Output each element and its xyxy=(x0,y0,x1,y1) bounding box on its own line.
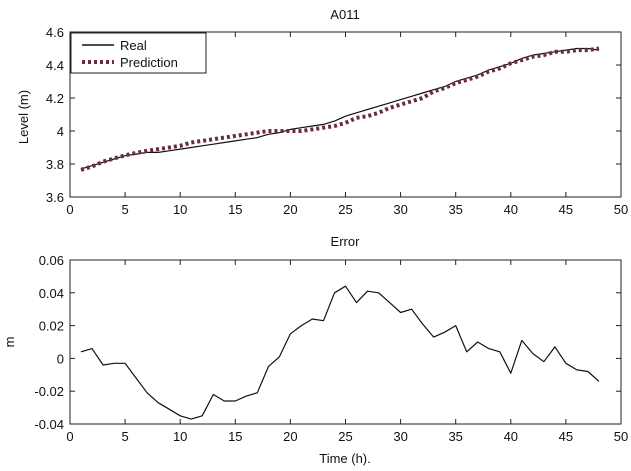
error-y-tick-label: 0.02 xyxy=(39,319,64,334)
level-x-tick-label: 20 xyxy=(283,202,297,217)
error-x-tick-label: 30 xyxy=(393,429,407,444)
level-x-tick-label: 10 xyxy=(173,202,187,217)
level-y-tick-label: 4.4 xyxy=(46,58,64,73)
error-series-line xyxy=(80,285,600,420)
legend-box xyxy=(70,32,207,74)
error-chart-y-axis-label: m xyxy=(2,337,17,348)
level-chart: A011 Level (m) 0 5 10 15 20 25 30 35 40 45 50 3.6 3.… xyxy=(16,7,628,217)
level-x-tick-label: 25 xyxy=(338,202,352,217)
level-chart-legend: Real Prediction xyxy=(70,32,207,74)
level-series-real xyxy=(80,47,600,170)
error-x-tick-label: 35 xyxy=(448,429,462,444)
level-x-tick-label: 40 xyxy=(504,202,518,217)
level-x-tick-label: 45 xyxy=(559,202,573,217)
level-x-tick-label: 50 xyxy=(614,202,628,217)
error-y-tick-label: 0.06 xyxy=(39,253,64,268)
level-y-tick-label: 4.6 xyxy=(46,25,64,40)
legend-label-real: Real xyxy=(120,38,147,53)
level-series-prediction xyxy=(80,46,600,172)
error-y-tick-label: -0.04 xyxy=(34,417,64,432)
error-chart-title: Error xyxy=(331,234,361,249)
level-y-tick-label: 4 xyxy=(57,124,64,139)
level-x-tick-label: 35 xyxy=(448,202,462,217)
error-chart: Error m Time (h). 0 5 10 15 20 25 30 35 40 45 50 -0… xyxy=(2,234,628,466)
level-chart-title: A011 xyxy=(330,7,359,22)
level-y-tick-label: 3.8 xyxy=(46,157,64,172)
error-chart-x-axis-label: Time (h). xyxy=(319,451,371,466)
level-x-tick-label: 30 xyxy=(393,202,407,217)
error-chart-plot-area: 0 5 10 15 20 25 30 35 40 45 50 -0.04 -0.02 0 0.02 0.04 0… xyxy=(34,253,628,444)
error-y-tick-label: 0 xyxy=(57,351,64,366)
level-x-tick-label: 5 xyxy=(121,202,128,217)
error-x-tick-label: 5 xyxy=(121,429,128,444)
error-y-tick-label: 0.04 xyxy=(39,286,64,301)
level-chart-y-axis-label: Level (m) xyxy=(16,90,31,144)
error-x-tick-label: 15 xyxy=(228,429,242,444)
error-x-tick-label: 0 xyxy=(66,429,73,444)
error-x-tick-label: 25 xyxy=(338,429,352,444)
error-x-tick-label: 40 xyxy=(504,429,518,444)
level-x-tick-label: 15 xyxy=(228,202,242,217)
level-y-tick-label: 4.2 xyxy=(46,91,64,106)
error-x-tick-label: 45 xyxy=(559,429,573,444)
error-x-tick-label: 50 xyxy=(614,429,628,444)
legend-label-prediction: Prediction xyxy=(120,55,178,70)
error-x-tick-label: 20 xyxy=(283,429,297,444)
level-x-tick-label: 0 xyxy=(66,202,73,217)
level-chart-plot-area: 0 5 10 15 20 25 30 35 40 45 50 3.6 3.8 4 4.2 4.4 4.6 xyxy=(46,25,628,217)
level-y-tick-label: 3.6 xyxy=(46,190,64,205)
error-y-tick-label: -0.02 xyxy=(34,384,64,399)
error-x-tick-label: 10 xyxy=(173,429,187,444)
